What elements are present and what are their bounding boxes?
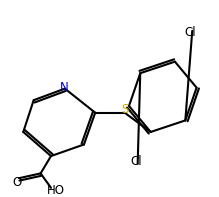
Text: S: S: [121, 103, 128, 116]
Text: HO: HO: [47, 184, 65, 197]
Text: Cl: Cl: [130, 155, 141, 168]
Text: O: O: [12, 176, 22, 189]
Text: N: N: [60, 81, 68, 94]
Text: Cl: Cl: [185, 26, 196, 39]
